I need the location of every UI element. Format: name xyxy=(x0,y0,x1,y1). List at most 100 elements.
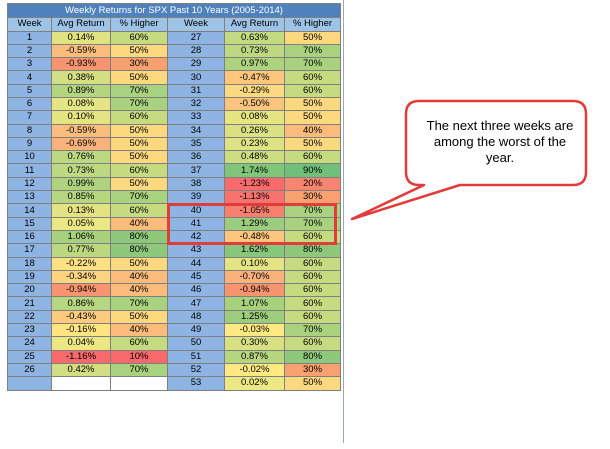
pct-higher-cell: 60% xyxy=(110,203,168,218)
empty-week-cell xyxy=(7,376,52,391)
returns-table-panel: Weekly Returns for SPX Past 10 Years (20… xyxy=(6,0,344,443)
week-cell: 28 xyxy=(167,43,225,59)
week-cell: 53 xyxy=(167,376,225,391)
pct-higher-cell: 40% xyxy=(110,269,168,285)
avg-return-cell: 0.26% xyxy=(224,123,285,138)
table-row: 10 0.76% 50% 36 0.48% 60% xyxy=(7,150,342,165)
table-row: 19 -0.34% 40% 45 -0.70% 60% xyxy=(7,269,342,285)
avg-return-cell: -0.34% xyxy=(51,269,111,285)
week-cell: 45 xyxy=(167,269,225,285)
pct-higher-cell: 60% xyxy=(110,336,168,351)
week-cell: 30 xyxy=(167,70,225,85)
week-cell: 52 xyxy=(167,362,225,378)
table-row: 23 -0.16% 40% 49 -0.03% 70% xyxy=(7,323,342,338)
avg-return-cell: 0.63% xyxy=(224,30,285,45)
avg-return-cell: 0.30% xyxy=(224,336,285,351)
pct-higher-cell: 60% xyxy=(110,30,168,45)
pct-higher-cell: 70% xyxy=(283,57,342,72)
pct-higher-cell: 40% xyxy=(110,323,168,338)
week-cell: 7 xyxy=(7,110,52,125)
pct-higher-cell: 50% xyxy=(110,123,168,138)
week-cell: 50 xyxy=(167,336,225,351)
week-cell: 44 xyxy=(167,256,225,271)
avg-return-cell: -0.70% xyxy=(224,269,285,285)
avg-return-cell: 0.02% xyxy=(224,376,285,391)
pct-higher-cell: 70% xyxy=(283,323,342,338)
table-row: 25 -1.16% 10% 51 0.87% 80% xyxy=(7,349,342,364)
avg-return-cell: -1.23% xyxy=(224,176,285,192)
pct-higher-cell: 50% xyxy=(110,70,168,85)
pct-higher-cell: 50% xyxy=(283,376,342,391)
avg-return-cell: -1.05% xyxy=(224,203,285,218)
pct-higher-cell: 20% xyxy=(283,176,342,192)
week-cell: 37 xyxy=(167,163,225,178)
avg-return-cell: 0.13% xyxy=(51,203,111,218)
weekly-returns-table: Weekly Returns for SPX Past 10 Years (20… xyxy=(6,3,342,391)
avg-return-cell: 1.25% xyxy=(224,309,285,325)
week-cell: 29 xyxy=(167,57,225,72)
week-cell: 49 xyxy=(167,323,225,338)
week-cell: 20 xyxy=(7,283,52,298)
avg-return-cell: 0.23% xyxy=(224,136,285,152)
empty-cell xyxy=(51,376,111,391)
table-row: 11 0.73% 60% 37 1.74% 90% xyxy=(7,163,342,178)
table-row: 17 0.77% 80% 43 1.62% 80% xyxy=(7,243,342,258)
week-cell: 6 xyxy=(7,96,52,112)
week-cell: 34 xyxy=(167,123,225,138)
avg-return-cell: -0.16% xyxy=(51,323,111,338)
pct-higher-cell: 80% xyxy=(110,229,168,245)
pct-higher-cell: 70% xyxy=(110,96,168,112)
avg-return-cell: 0.86% xyxy=(51,296,111,311)
pct-higher-cell: 60% xyxy=(283,256,342,271)
avg-return-cell: -0.29% xyxy=(224,83,285,98)
avg-return-cell: 1.06% xyxy=(51,229,111,245)
table-row: 26 0.42% 70% 52 -0.02% 30% xyxy=(7,362,342,378)
week-cell: 31 xyxy=(167,83,225,98)
table-row: 20 -0.94% 40% 46 -0.94% 60% xyxy=(7,283,342,298)
week-cell: 43 xyxy=(167,243,225,258)
pct-higher-cell: 50% xyxy=(283,110,342,125)
table-row: 14 0.13% 60% 40 -1.05% 70% xyxy=(7,203,342,218)
avg-return-cell: 0.04% xyxy=(51,336,111,351)
header-week: Week xyxy=(7,17,52,32)
avg-return-cell: 1.29% xyxy=(224,216,285,231)
avg-return-cell: 1.07% xyxy=(224,296,285,311)
table-row: 24 0.04% 60% 50 0.30% 60% xyxy=(7,336,342,351)
pct-higher-cell: 50% xyxy=(110,176,168,192)
pct-higher-cell: 60% xyxy=(283,269,342,285)
pct-higher-cell: 50% xyxy=(110,256,168,271)
avg-return-cell: -0.50% xyxy=(224,96,285,112)
avg-return-cell: -0.94% xyxy=(224,283,285,298)
week-cell: 4 xyxy=(7,70,52,85)
avg-return-cell: -0.93% xyxy=(51,57,111,72)
pct-higher-cell: 60% xyxy=(283,309,342,325)
header-pct-higher: % Higher xyxy=(283,17,342,32)
avg-return-cell: 0.10% xyxy=(51,110,111,125)
avg-return-cell: 0.97% xyxy=(224,57,285,72)
pct-higher-cell: 30% xyxy=(283,362,342,378)
table-row: 15 0.05% 40% 41 1.29% 70% xyxy=(7,216,342,231)
avg-return-cell: 0.77% xyxy=(51,243,111,258)
week-cell: 47 xyxy=(167,296,225,311)
week-cell: 18 xyxy=(7,256,52,271)
table-row: 2 -0.59% 50% 28 0.73% 70% xyxy=(7,43,342,59)
avg-return-cell: -0.22% xyxy=(51,256,111,271)
pct-higher-cell: 30% xyxy=(283,190,342,205)
pct-higher-cell: 60% xyxy=(283,150,342,165)
week-cell: 11 xyxy=(7,163,52,178)
avg-return-cell: 0.14% xyxy=(51,30,111,45)
pct-higher-cell: 50% xyxy=(110,43,168,59)
avg-return-cell: 0.08% xyxy=(51,96,111,112)
pct-higher-cell: 60% xyxy=(283,296,342,311)
week-cell: 8 xyxy=(7,123,52,138)
table-row: 16 1.06% 80% 42 -0.48% 60% xyxy=(7,229,342,245)
week-cell: 24 xyxy=(7,336,52,351)
avg-return-cell: 0.87% xyxy=(224,349,285,364)
pct-higher-cell: 70% xyxy=(283,203,342,218)
week-cell: 15 xyxy=(7,216,52,231)
avg-return-cell: 1.62% xyxy=(224,243,285,258)
pct-higher-cell: 70% xyxy=(110,296,168,311)
pct-higher-cell: 70% xyxy=(110,362,168,378)
pct-higher-cell: 80% xyxy=(110,243,168,258)
table-row: 13 0.85% 70% 39 -1.13% 30% xyxy=(7,190,342,205)
